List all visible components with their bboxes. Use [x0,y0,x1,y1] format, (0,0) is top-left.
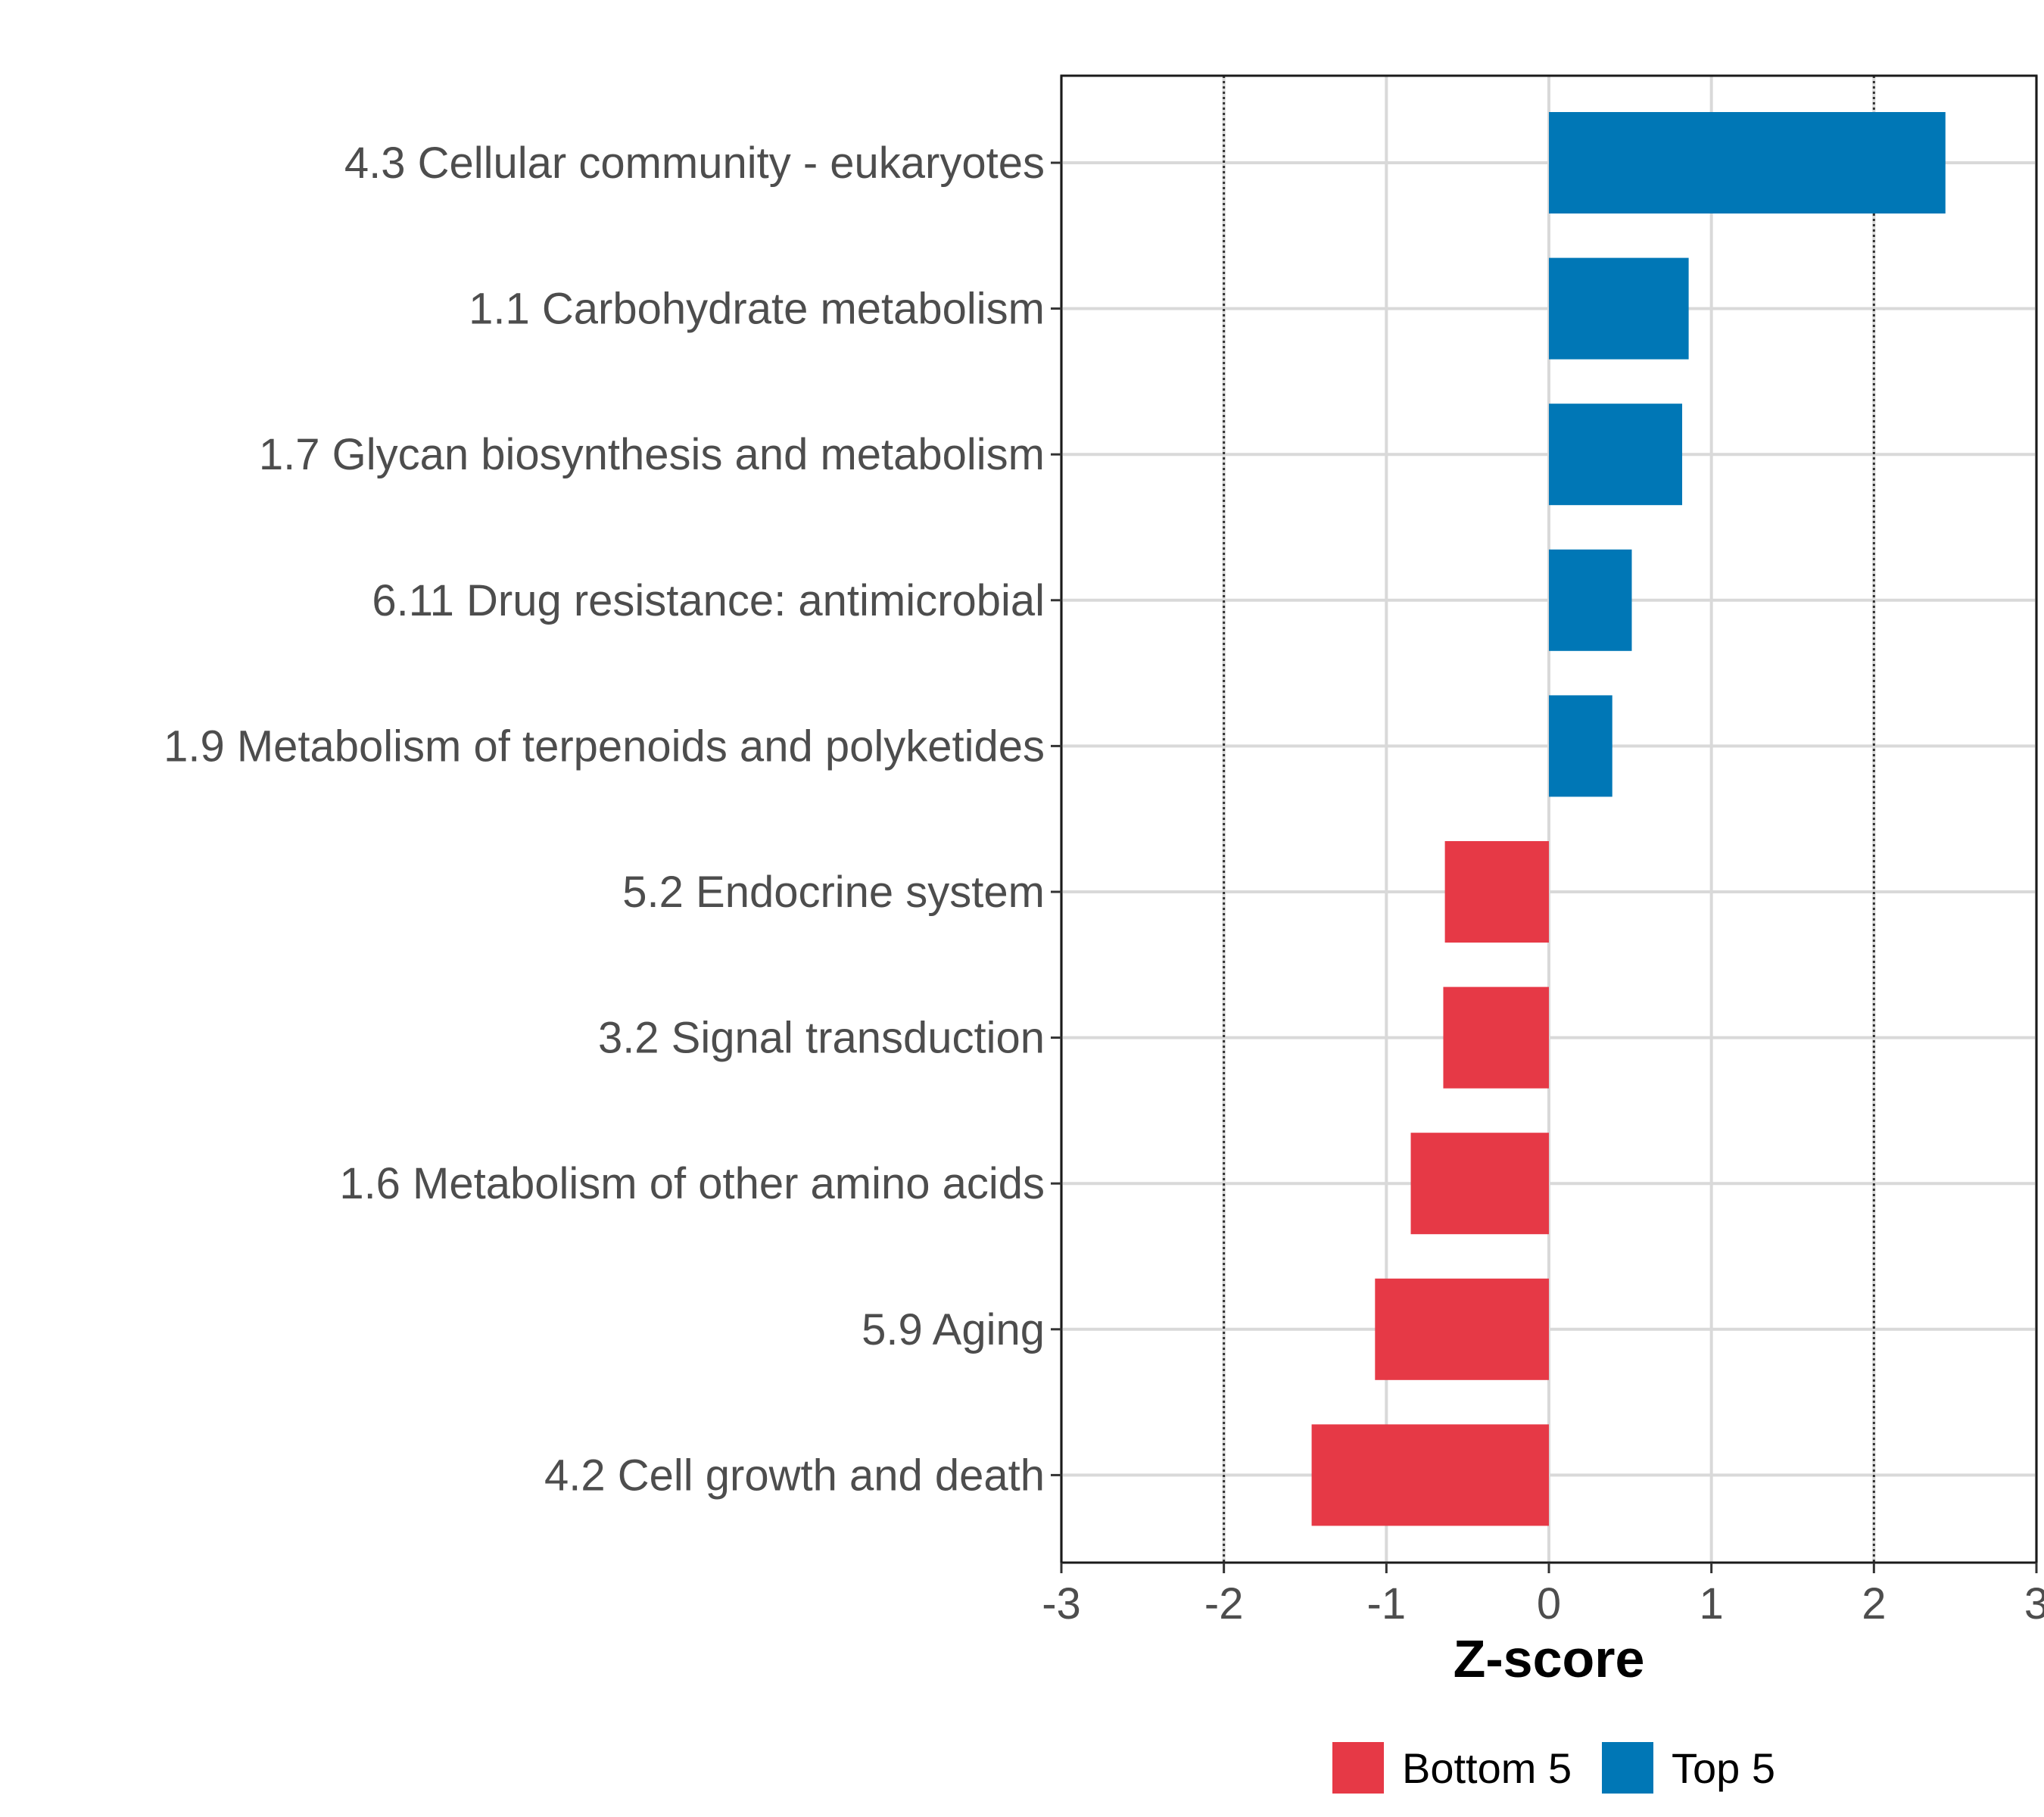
category-label: 4.3 Cellular community - eukaryotes [344,139,1045,188]
x-tick-label: -3 [1042,1579,1081,1628]
category-label: 1.9 Metabolism of terpenoids and polyket… [164,722,1045,771]
category-label: 5.9 Aging [862,1305,1045,1354]
legend-label: Bottom 5 [1402,1744,1572,1792]
bar-bottom-9 [1311,1424,1549,1526]
legend-swatch-bottom [1332,1742,1384,1794]
y-axis: 4.3 Cellular community - eukaryotes 1.1 C… [164,139,1061,1500]
bar-top-3 [1549,549,1632,651]
bars [1311,112,1946,1526]
bar-top-2 [1549,404,1683,506]
legend: Bottom 5 Top 5 [1332,1742,1775,1794]
x-axis: -3 -2 -1 0 1 2 3 [1042,1563,2044,1628]
x-tick-label: 1 [1700,1579,1724,1628]
bar-top-1 [1549,257,1689,360]
bar-top-4 [1549,695,1612,797]
legend-label: Top 5 [1672,1744,1775,1792]
x-tick-label: 3 [2024,1579,2044,1628]
category-label: 6.11 Drug resistance: antimicrobial [372,576,1045,625]
category-label: 3.2 Signal transduction [598,1014,1045,1063]
x-tick-label: -2 [1204,1579,1244,1628]
category-label: 1.6 Metabolism of other amino acids [339,1159,1045,1208]
category-label: 4.2 Cell growth and death [544,1451,1045,1500]
x-tick-label: 0 [1537,1579,1561,1628]
bar-top-0 [1549,112,1946,213]
bar-bottom-8 [1375,1278,1549,1380]
bar-bottom-6 [1443,986,1549,1089]
category-label: 1.1 Carbohydrate metabolism [469,285,1045,334]
reference-lines [1223,76,1875,1563]
x-tick-label: 2 [1862,1579,1886,1628]
bar-bottom-5 [1444,841,1549,943]
x-tick-label: -1 [1367,1579,1407,1628]
category-label: 1.7 Glycan biosynthesis and metabolism [259,430,1045,479]
category-label: 5.2 Endocrine system [622,868,1045,917]
legend-swatch-top [1602,1742,1653,1794]
x-axis-title: Z-score [1454,1629,1645,1688]
bar-bottom-7 [1410,1133,1549,1235]
